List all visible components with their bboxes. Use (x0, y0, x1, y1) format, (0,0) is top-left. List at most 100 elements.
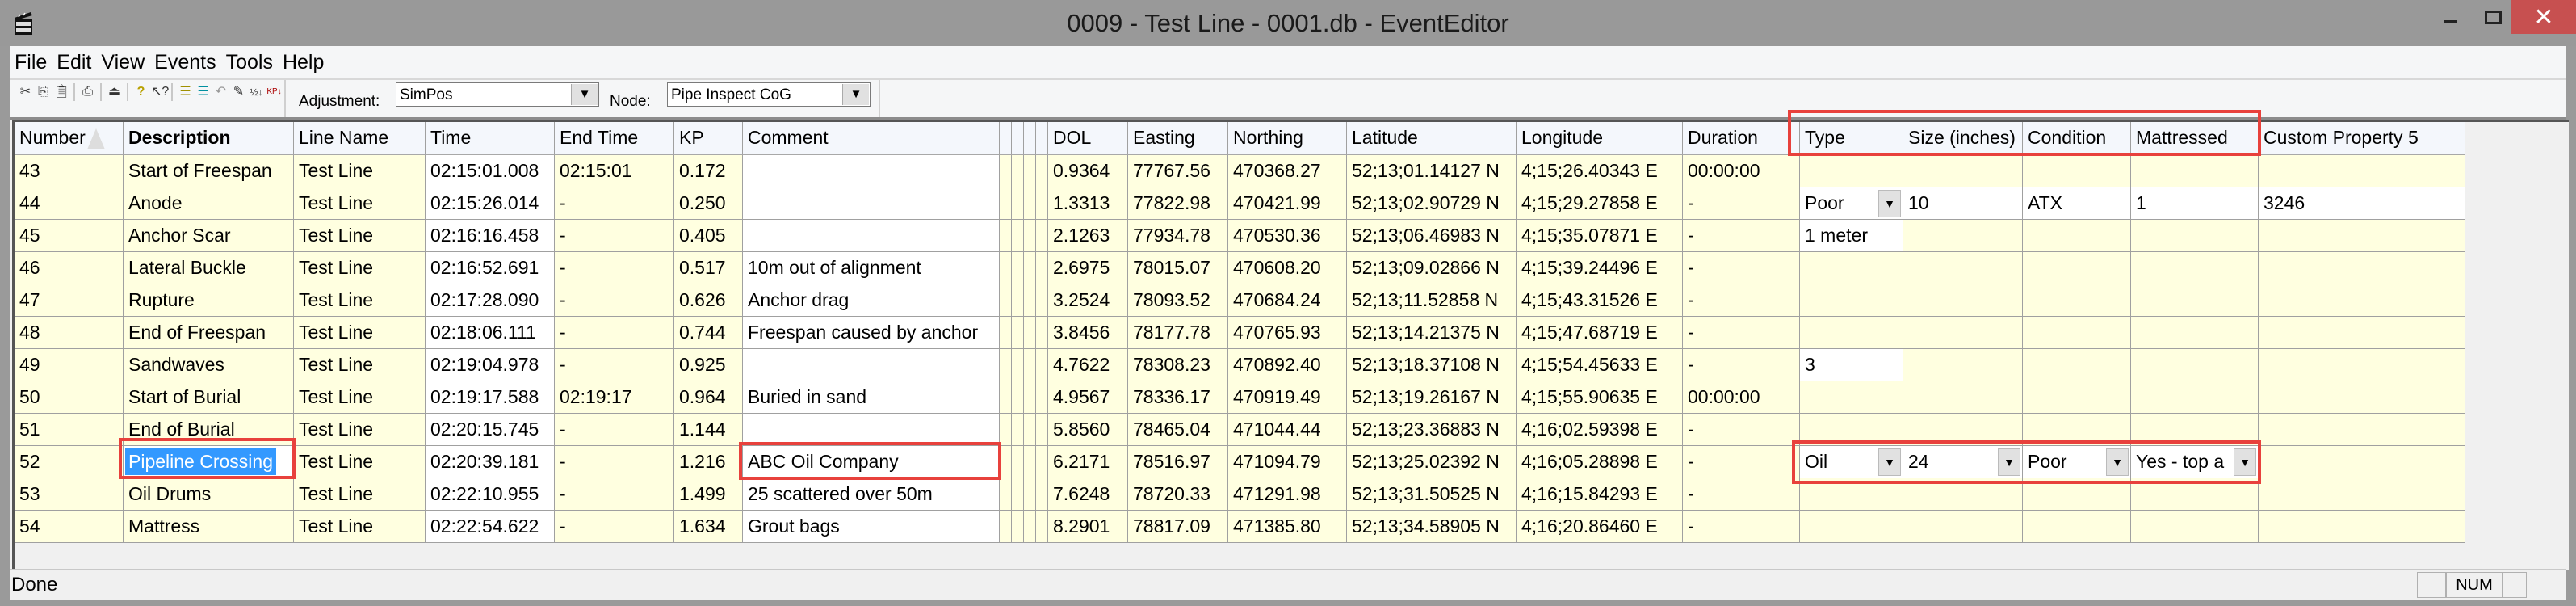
chevron-down-icon[interactable]: ▼ (1878, 448, 1901, 476)
grid-cell[interactable] (1000, 155, 1012, 187)
grid-cell[interactable] (1024, 155, 1036, 187)
grid-cell[interactable] (2023, 220, 2131, 252)
grid-cell[interactable] (743, 220, 1000, 252)
chevron-down-icon[interactable]: ▼ (2106, 448, 2129, 476)
grid-cell[interactable] (1024, 478, 1036, 511)
grid-cell[interactable]: Lateral Buckle (124, 252, 294, 284)
grid-cell[interactable]: Test Line (294, 511, 426, 543)
grid-cell[interactable]: 52;13;31.50525 N (1347, 478, 1517, 511)
chevron-down-icon[interactable]: ▼ (571, 84, 598, 105)
grid-cell[interactable] (1036, 381, 1048, 414)
grid-cell[interactable] (1012, 349, 1024, 381)
grid-cell[interactable]: 00:00:00 (1683, 381, 1800, 414)
grid-cell[interactable]: 02:19:17.588 (426, 381, 555, 414)
grid-cell[interactable] (2259, 220, 2465, 252)
column-header-blank[interactable] (1036, 122, 1048, 155)
grid-cell[interactable]: End of Freespan (124, 317, 294, 349)
grid-cell[interactable]: 78516.97 (1128, 446, 1228, 478)
grid-cell[interactable]: 4;15;35.07871 E (1517, 220, 1683, 252)
grid-cell[interactable]: 6.2171 (1048, 446, 1128, 478)
grid-cell[interactable]: 02:22:10.955 (426, 478, 555, 511)
grid-cell[interactable] (1024, 446, 1036, 478)
grid-cell[interactable]: 02:16:16.458 (426, 220, 555, 252)
grid-cell[interactable]: 2.6975 (1048, 252, 1128, 284)
column-header-kp[interactable]: KP (674, 122, 743, 155)
grid-cell[interactable] (1000, 284, 1012, 317)
grid-cell[interactable] (1000, 478, 1012, 511)
grid-cell[interactable]: Anode (124, 187, 294, 220)
grid-cell[interactable]: 52;13;25.02392 N (1347, 446, 1517, 478)
grid-cell[interactable]: - (555, 220, 674, 252)
grid-cell[interactable]: 52;13;06.46983 N (1347, 220, 1517, 252)
grid-cell[interactable]: 1.3313 (1048, 187, 1128, 220)
grid-cell[interactable] (1000, 414, 1012, 446)
grid-cell[interactable]: Yes - top a ▼ (2131, 446, 2259, 478)
grid-cell[interactable] (2131, 478, 2259, 511)
grid-cell[interactable] (1036, 284, 1048, 317)
grid-cell[interactable] (1024, 349, 1036, 381)
grid-cell[interactable] (1903, 381, 2023, 414)
grid-cell[interactable]: 02:20:39.181 (426, 446, 555, 478)
grid-cell[interactable]: 4.9567 (1048, 381, 1128, 414)
column-header-line-name[interactable]: Line Name (294, 122, 426, 155)
grid-cell[interactable]: 0.744 (674, 317, 743, 349)
grid-cell[interactable]: 4;15;54.45633 E (1517, 349, 1683, 381)
grid-cell[interactable]: - (1683, 478, 1800, 511)
grid-cell[interactable] (2259, 446, 2465, 478)
grid-cell[interactable]: - (1683, 187, 1800, 220)
grid-cell[interactable] (2131, 220, 2259, 252)
grid-cell[interactable]: 471044.44 (1228, 414, 1347, 446)
paste-icon[interactable]: 📋︎ (53, 85, 70, 99)
grid-cell[interactable]: 44 (15, 187, 124, 220)
grid-cell[interactable] (1000, 317, 1012, 349)
copy-icon[interactable]: ⎘ (38, 85, 48, 99)
grid-cell[interactable] (2259, 317, 2465, 349)
grid-cell[interactable]: 0.626 (674, 284, 743, 317)
grid-cell[interactable]: Test Line (294, 284, 426, 317)
cut-icon[interactable]: ✂ (19, 85, 31, 99)
grid-cell[interactable]: 0.405 (674, 220, 743, 252)
grid-cell[interactable]: - (1683, 252, 1800, 284)
grid-cell[interactable]: 0.9364 (1048, 155, 1128, 187)
node-dropdown[interactable]: Pipe Inspect CoG ▼ (667, 82, 871, 107)
grid-cell[interactable]: Test Line (294, 381, 426, 414)
grid-cell[interactable] (1024, 187, 1036, 220)
grid-cell[interactable]: 1.144 (674, 414, 743, 446)
grid-cell[interactable]: ABC Oil Company (743, 446, 1000, 478)
context-help-icon[interactable]: ↖? (151, 85, 170, 99)
grid-cell[interactable]: Grout bags (743, 511, 1000, 543)
grid-cell[interactable]: - (555, 349, 674, 381)
grid-cell[interactable] (1012, 511, 1024, 543)
grid-cell[interactable] (743, 349, 1000, 381)
grid-cell[interactable]: 02:20:15.745 (426, 414, 555, 446)
grid-cell[interactable]: 02:15:26.014 (426, 187, 555, 220)
grid-cell[interactable]: 471291.98 (1228, 478, 1347, 511)
grid-cell[interactable]: Start of Burial (124, 381, 294, 414)
column-header-easting[interactable]: Easting (1128, 122, 1228, 155)
grid-cell[interactable] (743, 155, 1000, 187)
chevron-down-icon[interactable]: ▼ (2234, 448, 2256, 476)
grid-cell[interactable]: 78817.09 (1128, 511, 1228, 543)
grid-cell[interactable]: 5.8560 (1048, 414, 1128, 446)
grid-cell[interactable]: 54 (15, 511, 124, 543)
column-header-custom-property-5[interactable]: Custom Property 5 (2259, 122, 2465, 155)
grid-cell[interactable]: - (1683, 414, 1800, 446)
column-header-blank[interactable] (1000, 122, 1012, 155)
grid-cell[interactable]: Oil ▼ (1800, 446, 1903, 478)
grid-cell[interactable] (1800, 511, 1903, 543)
grid-cell[interactable]: 02:16:52.691 (426, 252, 555, 284)
grid-cell[interactable] (1024, 220, 1036, 252)
grid-cell[interactable]: 02:15:01 (555, 155, 674, 187)
column-header-condition[interactable]: Condition (2023, 122, 2131, 155)
grid-cell[interactable]: 02:15:01.008 (426, 155, 555, 187)
grid-cell[interactable]: 78308.23 (1128, 349, 1228, 381)
grid-cell[interactable] (743, 187, 1000, 220)
grid-cell[interactable]: 470765.93 (1228, 317, 1347, 349)
grid-cell[interactable]: 52;13;01.14127 N (1347, 155, 1517, 187)
column-header-northing[interactable]: Northing (1228, 122, 1347, 155)
grid-cell[interactable] (1036, 414, 1048, 446)
grid-cell[interactable] (1036, 252, 1048, 284)
grid-cell[interactable] (1903, 220, 2023, 252)
grid-cell[interactable]: 470684.24 (1228, 284, 1347, 317)
grid-cell[interactable] (743, 414, 1000, 446)
